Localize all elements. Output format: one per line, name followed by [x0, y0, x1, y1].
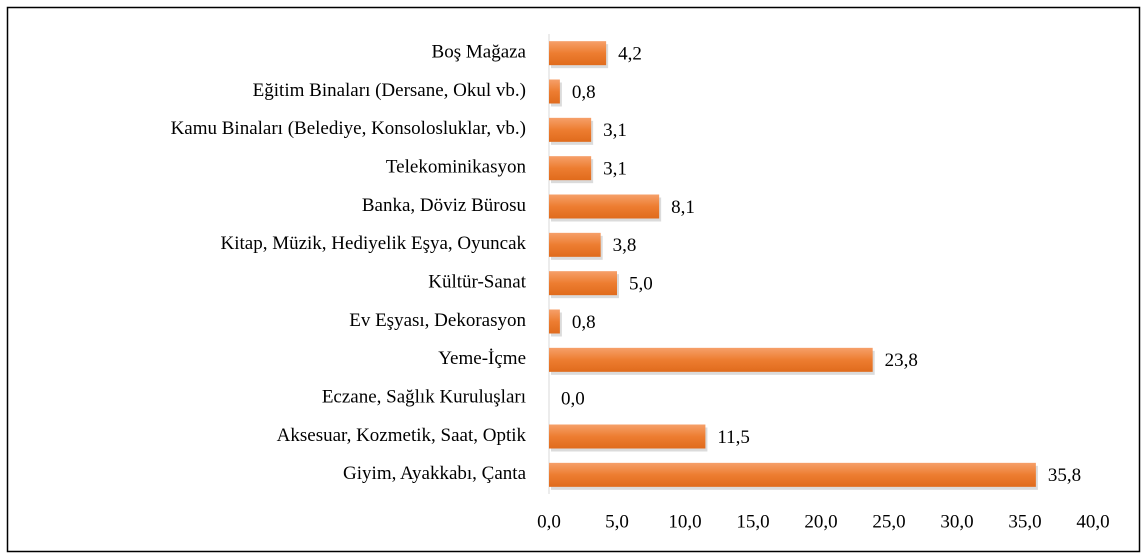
data-label: 8,1	[671, 197, 695, 218]
y-tick-label: Banka, Döviz Bürosu	[362, 195, 527, 216]
data-label: 3,1	[603, 120, 627, 141]
y-tick-label: Ev Eşyası, Dekorasyon	[349, 310, 526, 331]
x-tick-label: 10,0	[668, 511, 701, 532]
x-tick-label: 15,0	[736, 511, 769, 532]
x-tick-label: 40,0	[1076, 511, 1109, 532]
y-tick-label: Aksesuar, Kozmetik, Saat, Optik	[277, 425, 527, 446]
data-label: 0,0	[561, 389, 585, 410]
y-tick-label: Kültür-Sanat	[428, 272, 526, 293]
bar	[549, 117, 592, 142]
y-tick-label: Telekominikasyon	[386, 157, 527, 178]
y-tick-label: Boş Mağaza	[432, 42, 527, 63]
y-tick-label: Eczane, Sağlık Kuruluşları	[322, 387, 526, 408]
bar	[549, 462, 1036, 487]
bar	[549, 271, 617, 296]
data-label: 4,2	[618, 44, 642, 65]
y-tick-label: Kamu Binaları (Belediye, Konsolosluklar,…	[171, 118, 526, 139]
x-tick-label: 30,0	[940, 511, 973, 532]
bar	[549, 194, 660, 219]
bar	[549, 424, 706, 449]
x-tick-label: 25,0	[872, 511, 905, 532]
bar	[549, 232, 601, 257]
bar	[549, 156, 592, 181]
data-label: 0,8	[572, 312, 596, 333]
x-tick-label: 5,0	[605, 511, 629, 532]
bar	[549, 41, 607, 66]
data-label: 0,8	[572, 82, 596, 103]
x-tick-label: 0,0	[537, 511, 561, 532]
y-tick-label: Eğitim Binaları (Dersane, Okul vb.)	[253, 80, 526, 101]
data-label: 5,0	[629, 274, 653, 295]
y-tick-label: Kitap, Müzik, Hediyelik Eşya, Oyuncak	[220, 233, 526, 254]
bar	[549, 79, 560, 104]
bar	[549, 309, 560, 334]
bar	[549, 347, 873, 372]
chart-border	[6, 6, 1141, 553]
y-tick-label: Yeme-İçme	[438, 348, 526, 369]
x-tick-label: 20,0	[804, 511, 837, 532]
y-tick-label: Giyim, Ayakkabı, Çanta	[343, 463, 527, 484]
data-label: 11,5	[717, 427, 750, 448]
data-label: 3,8	[613, 235, 637, 256]
data-label: 23,8	[885, 350, 918, 371]
data-label: 35,8	[1048, 465, 1081, 486]
x-tick-label: 35,0	[1008, 511, 1041, 532]
data-label: 3,1	[603, 159, 627, 180]
